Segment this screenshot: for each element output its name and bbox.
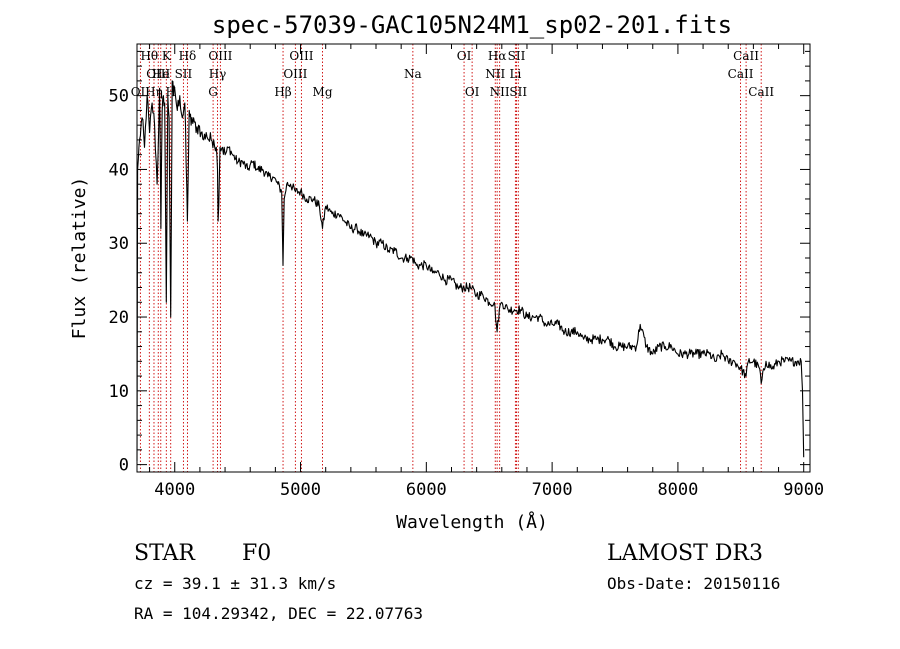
line-label-20: NII: [485, 67, 505, 81]
line-label-8: Hδ: [179, 49, 197, 63]
x-axis-label: Wavelength (Å): [396, 511, 548, 533]
x-tick-label: 8000: [657, 480, 698, 500]
line-label-15: Mg: [313, 85, 333, 99]
spectrum-series-line: [136, 80, 805, 461]
line-label-3: Hη: [145, 85, 163, 99]
line-label-16: Na: [404, 67, 422, 81]
x-tick-label: 4000: [154, 480, 195, 500]
plot-frame: [136, 43, 811, 473]
line-label-17: OI: [457, 49, 472, 63]
x-tick-label: 7000: [532, 480, 573, 500]
line-label-1: Hθ: [140, 49, 158, 63]
line-label-2: OIII: [146, 67, 170, 81]
line-label-5: He: [152, 67, 170, 81]
observation-date: Obs-Date: 20150116: [607, 574, 780, 593]
y-tick-label: 20: [109, 308, 129, 328]
x-tick-label: 9000: [783, 480, 824, 500]
redshift-readout: cz = 39.1 ± 31.3 km/s: [134, 574, 336, 593]
x-tick-label: 6000: [406, 480, 447, 500]
line-label-25: CaII: [733, 49, 759, 63]
line-label-21: NII: [490, 85, 510, 99]
y-tick-label: 30: [109, 234, 129, 254]
line-label-19: Hα: [488, 49, 507, 63]
line-label-13: OIII: [289, 49, 313, 63]
line-label-7: H: [165, 85, 175, 99]
coordinates-readout: RA = 104.29342, DEC = 22.07763: [134, 604, 423, 623]
line-label-11: G: [208, 85, 218, 99]
object-subclass: F0: [242, 541, 271, 566]
y-tick-label: 50: [109, 87, 129, 107]
line-label-27: CaII: [748, 85, 774, 99]
line-label-18: OI: [465, 85, 480, 99]
spectral-line-markers: [139, 44, 762, 472]
x-tick-label: 5000: [280, 480, 321, 500]
line-label-24: SII: [509, 85, 527, 99]
y-tick-label: 10: [109, 382, 129, 402]
x-axis: 4000 5000 6000 7000 8000 9000: [149, 44, 824, 500]
line-label-4: K: [162, 49, 172, 63]
y-tick-label: 40: [109, 160, 129, 180]
y-axis: 0 10 20 30 40 50: [109, 50, 810, 476]
line-label-6: SII: [175, 67, 193, 81]
line-label-10: Hγ: [209, 67, 227, 81]
chart-title: spec-57039-GAC105N24M1_sp02-201.fits: [212, 11, 732, 39]
y-tick-label: 0: [119, 456, 129, 476]
line-label-22: SII: [508, 49, 526, 63]
y-axis-label: Flux (relative): [69, 177, 90, 340]
line-label-9: OIII: [208, 49, 232, 63]
line-label-12: Hβ: [274, 85, 291, 99]
object-class: STAR: [134, 541, 196, 566]
line-label-14: OIII: [283, 67, 307, 81]
line-label-26: CaII: [728, 67, 754, 81]
line-label-23: Li: [509, 67, 521, 81]
survey-name: LAMOST DR3: [607, 541, 763, 566]
